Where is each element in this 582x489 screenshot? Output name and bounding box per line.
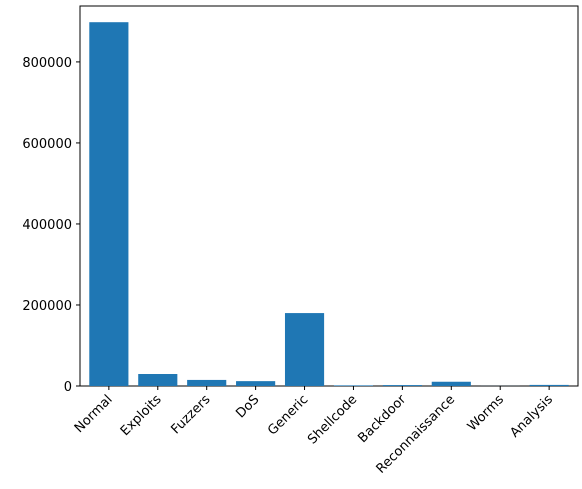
bar xyxy=(138,374,178,386)
y-tick-label: 800000 xyxy=(22,56,72,71)
bar xyxy=(431,381,471,386)
x-tick-label: Worms xyxy=(465,392,507,434)
bar xyxy=(89,22,129,387)
bar xyxy=(529,384,569,386)
y-tick-label: 600000 xyxy=(22,137,72,152)
x-tick-label: DoS xyxy=(233,392,262,421)
x-tick-label: Exploits xyxy=(118,392,165,439)
x-tick-label: Normal xyxy=(72,392,116,436)
x-tick-label: Shellcode xyxy=(305,392,360,447)
bar xyxy=(236,381,276,386)
y-tick-label: 0 xyxy=(64,380,72,395)
bar xyxy=(382,385,422,386)
x-tick-label: Generic xyxy=(265,392,311,438)
x-tick-label: Analysis xyxy=(507,392,556,441)
plot-frame xyxy=(79,5,579,387)
bar xyxy=(284,313,325,386)
y-tick-label: 200000 xyxy=(22,299,72,314)
bar xyxy=(187,379,227,386)
bar xyxy=(333,385,374,386)
x-tick-label: Fuzzers xyxy=(168,392,213,437)
y-tick-label: 400000 xyxy=(22,218,72,233)
